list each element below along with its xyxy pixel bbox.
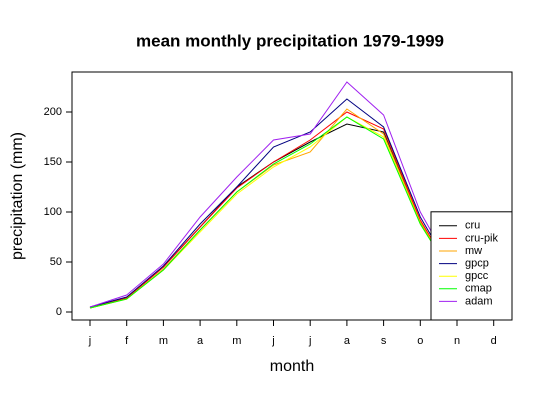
- series-line: [89, 108, 494, 309]
- legend-label: gpcc: [465, 270, 489, 282]
- series-line: [89, 98, 494, 308]
- series-line: [89, 111, 494, 309]
- series-line: [89, 81, 494, 308]
- x-tick-label: s: [381, 335, 387, 347]
- x-tick-label: f: [125, 335, 129, 347]
- x-tick-label: m: [159, 335, 168, 347]
- series-line: [89, 116, 494, 309]
- y-tick-label: 50: [50, 256, 62, 268]
- x-tick-label: n: [454, 335, 460, 347]
- y-tick-label: 0: [56, 306, 62, 318]
- x-tick-label: a: [197, 335, 204, 347]
- legend-label: mw: [465, 245, 482, 257]
- legend-label: cru: [465, 220, 480, 232]
- legend-label: cmap: [465, 283, 492, 295]
- x-tick-label: j: [271, 335, 274, 347]
- plot-frame: [71, 71, 513, 321]
- legend-label: gpcp: [465, 258, 489, 270]
- x-tick-label: d: [491, 335, 497, 347]
- x-axis-label: month: [270, 358, 314, 375]
- x-tick-label: j: [308, 335, 311, 347]
- y-tick-label: 100: [44, 206, 62, 218]
- y-tick-label: 150: [44, 156, 62, 168]
- legend-label: cru-pik: [465, 232, 499, 244]
- legend-box: [430, 211, 513, 321]
- y-axis-label: precipitation (mm): [9, 132, 26, 260]
- y-tick-label: 200: [44, 106, 62, 118]
- legend-label: adam: [465, 295, 493, 307]
- x-tick-label: j: [88, 335, 91, 347]
- x-tick-label: a: [344, 335, 351, 347]
- chart-title: mean monthly precipitation 1979-1999: [136, 31, 444, 50]
- x-tick-label: o: [417, 335, 423, 347]
- x-tick-label: m: [232, 335, 241, 347]
